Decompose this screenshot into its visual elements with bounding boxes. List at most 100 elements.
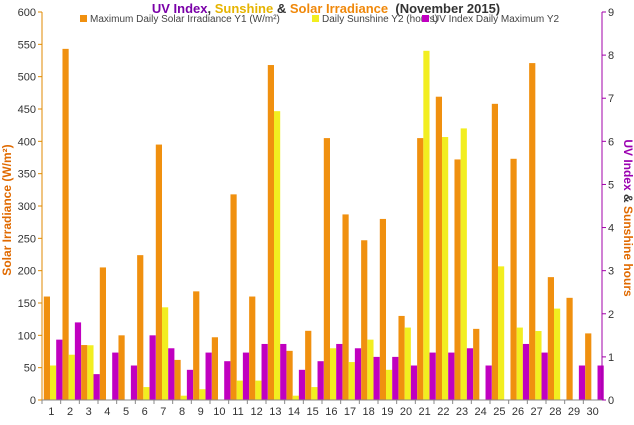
bar bbox=[74, 322, 82, 400]
bar bbox=[274, 111, 281, 400]
y-right-tick-label: 9 bbox=[608, 7, 614, 19]
bar bbox=[348, 362, 355, 400]
bar bbox=[311, 387, 318, 400]
bar bbox=[149, 335, 156, 400]
bar bbox=[498, 266, 505, 400]
bar bbox=[398, 315, 405, 400]
chart-title-part: (November 2015) bbox=[388, 1, 500, 16]
y-right-tick-label: 8 bbox=[608, 50, 614, 62]
bar bbox=[81, 345, 88, 400]
bar bbox=[417, 138, 424, 400]
bar bbox=[155, 144, 162, 400]
bar bbox=[199, 389, 206, 400]
x-tick-label: 5 bbox=[123, 406, 129, 418]
bar bbox=[566, 297, 573, 400]
x-tick-label: 24 bbox=[475, 406, 487, 418]
bar bbox=[99, 267, 106, 400]
bar bbox=[460, 128, 467, 400]
bar bbox=[485, 365, 492, 400]
x-tick-label: 22 bbox=[437, 406, 449, 418]
bar bbox=[516, 327, 523, 400]
bar bbox=[87, 345, 94, 400]
bar bbox=[112, 352, 119, 400]
bar bbox=[554, 308, 561, 400]
bar bbox=[597, 365, 604, 400]
chart-title-part: , bbox=[207, 1, 214, 16]
bar bbox=[174, 359, 181, 400]
x-tick-label: 12 bbox=[251, 406, 263, 418]
bar bbox=[585, 333, 592, 400]
bar bbox=[547, 277, 554, 400]
bar bbox=[193, 291, 200, 400]
y-right-tick-label: 4 bbox=[608, 223, 614, 235]
bar bbox=[535, 331, 542, 400]
x-tick-label: 27 bbox=[531, 406, 543, 418]
bar bbox=[423, 50, 430, 401]
y-left-tick-label: 50 bbox=[24, 363, 36, 375]
x-tick-label: 7 bbox=[160, 406, 166, 418]
bar bbox=[529, 63, 536, 401]
bar bbox=[305, 330, 312, 400]
bar bbox=[50, 365, 57, 400]
chart-title-part: & bbox=[273, 1, 290, 16]
x-tick-label: 13 bbox=[269, 406, 281, 418]
x-tick-label: 15 bbox=[307, 406, 319, 418]
x-tick-label: 9 bbox=[198, 406, 204, 418]
bar bbox=[317, 361, 324, 400]
x-tick-label: 29 bbox=[568, 406, 580, 418]
y-right-tick-label: 5 bbox=[608, 179, 614, 191]
bar bbox=[429, 352, 436, 400]
y-left-tick-label: 450 bbox=[18, 104, 36, 116]
x-tick-label: 30 bbox=[587, 406, 599, 418]
bar bbox=[404, 327, 411, 400]
legend-item: Daily Sunshine Y2 (hours) bbox=[312, 14, 438, 25]
bar bbox=[454, 159, 461, 400]
x-tick-label: 1 bbox=[48, 406, 54, 418]
x-tick-label: 21 bbox=[419, 406, 431, 418]
y-left-tick-label: 350 bbox=[18, 169, 36, 181]
bar bbox=[230, 194, 237, 400]
x-tick-label: 19 bbox=[381, 406, 393, 418]
bar bbox=[541, 352, 548, 400]
x-tick-label: 25 bbox=[493, 406, 505, 418]
y-left-tick-label: 200 bbox=[18, 266, 36, 278]
y-right-tick-label: 2 bbox=[608, 309, 614, 321]
bar bbox=[342, 214, 349, 400]
bar bbox=[168, 348, 175, 400]
x-tick-label: 3 bbox=[86, 406, 92, 418]
x-tick-label: 28 bbox=[549, 406, 561, 418]
bar bbox=[261, 343, 268, 400]
y-left-tick-label: 100 bbox=[18, 330, 36, 342]
legend-swatch bbox=[312, 15, 319, 22]
x-tick-label: 2 bbox=[67, 406, 73, 418]
bar bbox=[56, 339, 63, 400]
bar bbox=[205, 352, 212, 400]
bar bbox=[180, 395, 187, 400]
bar bbox=[224, 361, 231, 400]
x-tick-label: 10 bbox=[213, 406, 225, 418]
y-axis-right-label: UV Index & Sunshine hours bbox=[621, 139, 634, 297]
y-axis-right-label-part: Sunshine hours bbox=[621, 206, 634, 297]
y-left-tick-label: 550 bbox=[18, 39, 36, 51]
bar bbox=[137, 255, 144, 400]
y-right-tick-label: 6 bbox=[608, 136, 614, 148]
x-tick-label: 14 bbox=[288, 406, 300, 418]
bar bbox=[68, 354, 75, 400]
bar bbox=[510, 158, 517, 400]
bar bbox=[410, 365, 418, 400]
chart-title-part: Sunshine bbox=[215, 1, 274, 16]
bar bbox=[255, 380, 262, 400]
bar bbox=[330, 348, 337, 400]
x-tick-label: 16 bbox=[325, 406, 337, 418]
y-right-tick-label: 3 bbox=[608, 266, 614, 278]
bar bbox=[466, 348, 474, 400]
series-1 bbox=[43, 48, 592, 401]
x-tick-label: 23 bbox=[456, 406, 468, 418]
legend-swatch bbox=[80, 15, 87, 22]
x-tick-label: 6 bbox=[142, 406, 148, 418]
legend-item: UV Index Daily Maximum Y2 bbox=[422, 14, 560, 25]
bar bbox=[435, 96, 442, 401]
bar bbox=[292, 395, 299, 400]
bar bbox=[578, 365, 586, 400]
x-tick-label: 26 bbox=[512, 406, 524, 418]
